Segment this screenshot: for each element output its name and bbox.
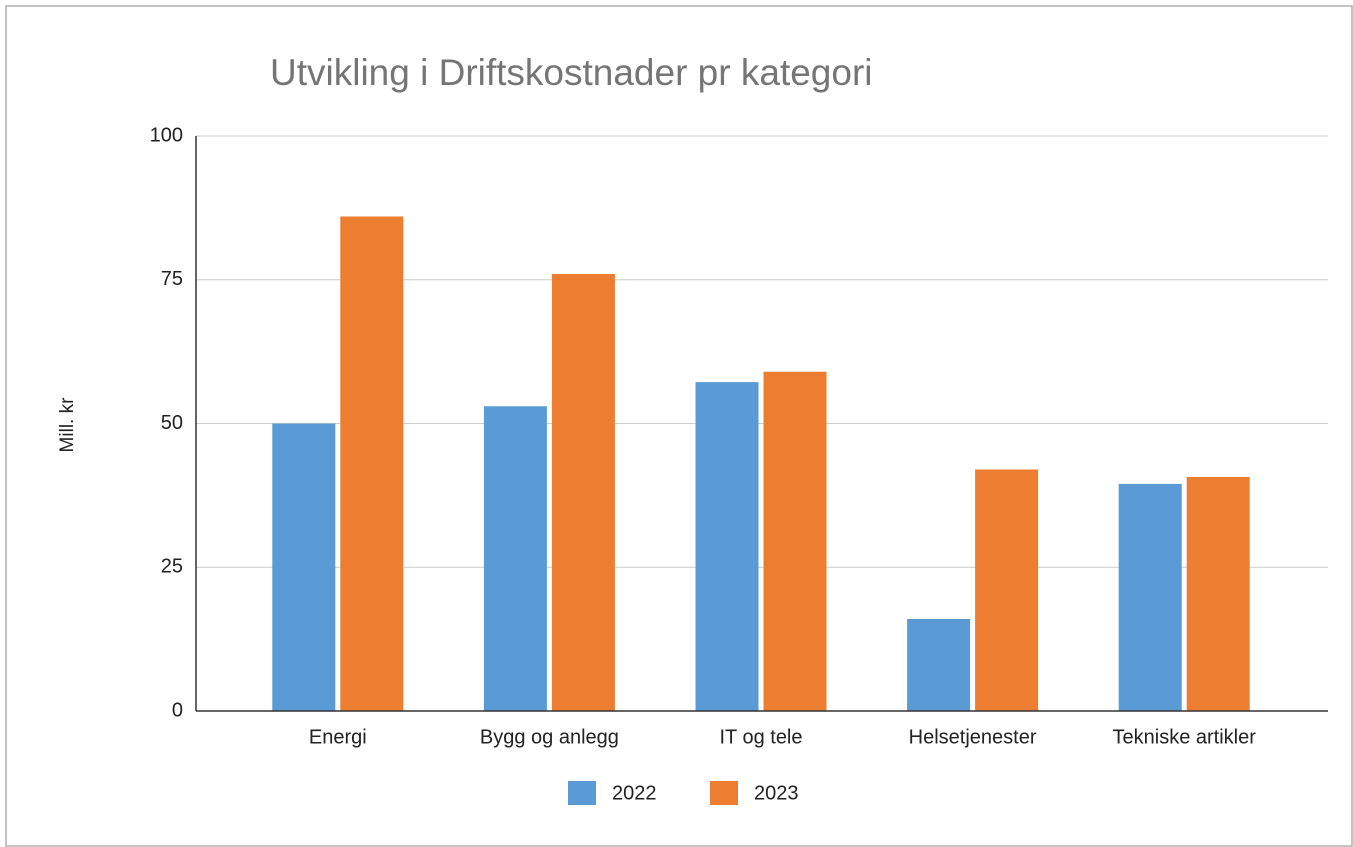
x-tick-label: Bygg og anlegg bbox=[480, 726, 619, 748]
frame bbox=[5, 5, 1353, 847]
legend-label: 2022 bbox=[612, 782, 657, 804]
x-tick-label: IT og tele bbox=[719, 726, 802, 748]
y-tick-label: 25 bbox=[161, 556, 183, 578]
x-tick-label: Energi bbox=[309, 726, 367, 748]
bar bbox=[340, 216, 404, 711]
legend-swatch bbox=[568, 781, 596, 805]
bar bbox=[1186, 476, 1250, 711]
y-tick-label: 0 bbox=[172, 699, 183, 721]
chart-title: Utvikling i Driftskostnader pr kategori bbox=[270, 52, 873, 93]
y-tick-label: 50 bbox=[161, 412, 183, 434]
bar bbox=[695, 382, 759, 711]
bar bbox=[763, 371, 827, 711]
legend-label: 2023 bbox=[754, 782, 799, 804]
y-tick-label: 100 bbox=[150, 124, 183, 146]
bar bbox=[483, 406, 547, 711]
bar bbox=[907, 619, 971, 711]
bar bbox=[975, 469, 1039, 711]
bar bbox=[1118, 483, 1182, 711]
bar bbox=[272, 423, 336, 711]
bar bbox=[551, 274, 615, 711]
x-tick-label: Tekniske artikler bbox=[1113, 726, 1257, 748]
legend-swatch bbox=[710, 781, 738, 805]
y-axis-label: Mill. kr bbox=[57, 397, 78, 453]
x-tick-label: Helsetjenester bbox=[909, 726, 1037, 748]
y-tick-label: 75 bbox=[161, 268, 183, 290]
